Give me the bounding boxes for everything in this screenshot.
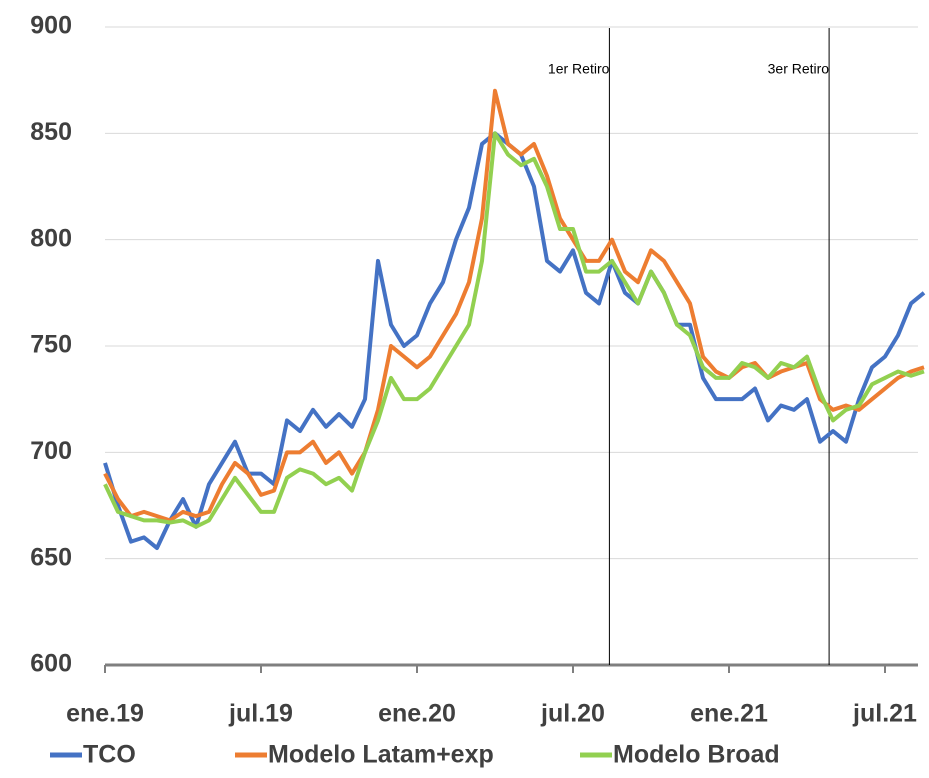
y-tick-label: 650 — [30, 543, 72, 571]
series-line — [103, 88, 925, 523]
series-line — [103, 131, 925, 529]
y-tick-label: 600 — [30, 650, 72, 678]
y-tick-label: 750 — [30, 331, 72, 359]
annotation: 3er Retiro — [768, 61, 830, 77]
y-tick-label: 800 — [30, 224, 72, 252]
y-tick-label: 850 — [30, 118, 72, 146]
y-tick-label: 700 — [30, 437, 72, 465]
x-tick-label: jul.21 — [852, 700, 917, 728]
legend-label: Modelo Broad — [613, 741, 780, 769]
legend-label: TCO — [83, 741, 136, 769]
x-tick-label: jul.20 — [540, 700, 605, 728]
x-tick-label: ene.19 — [66, 700, 144, 728]
x-tick-label: jul.19 — [228, 700, 293, 728]
x-tick-label: ene.20 — [378, 700, 456, 728]
legend-label: Modelo Latam+exp — [268, 741, 494, 769]
x-tick-label: ene.21 — [690, 700, 768, 728]
annotation: 1er Retiro — [548, 61, 610, 77]
y-tick-label: 900 — [30, 12, 72, 40]
